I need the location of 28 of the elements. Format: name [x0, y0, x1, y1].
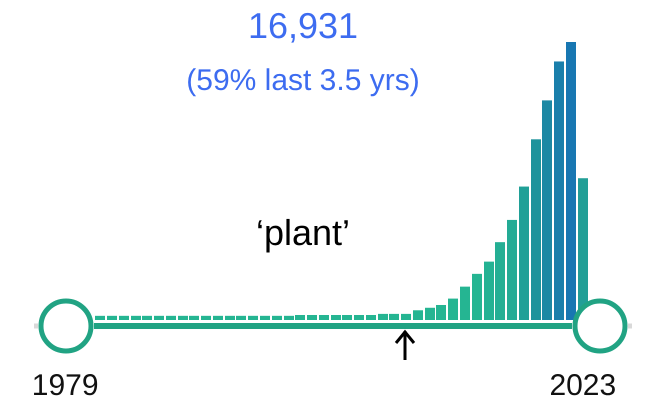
bar — [201, 316, 211, 320]
bar — [448, 298, 458, 320]
text: (59% last 3.5 yrs) — [186, 64, 420, 97]
bar — [260, 316, 270, 320]
bar — [472, 274, 482, 320]
bar — [119, 316, 129, 320]
bar — [519, 186, 529, 320]
bar — [566, 42, 576, 320]
bar — [154, 316, 164, 320]
annotation: ‘plant’ — [256, 212, 350, 253]
bar — [248, 316, 258, 320]
bar — [507, 220, 517, 320]
bar — [95, 316, 105, 320]
bar — [107, 316, 117, 320]
bar — [460, 286, 470, 320]
bar — [554, 61, 564, 320]
bar — [354, 314, 364, 320]
bar — [166, 316, 176, 320]
bar — [401, 314, 411, 320]
x-tick-label: 1979 — [32, 369, 99, 402]
bar — [272, 316, 282, 320]
bar — [413, 310, 423, 320]
bar — [319, 314, 329, 320]
bar — [366, 314, 376, 320]
x-tick-label: 2023 — [549, 369, 616, 402]
bar — [213, 316, 223, 320]
chart-title: 16,931 — [248, 5, 358, 46]
bar — [307, 314, 317, 320]
